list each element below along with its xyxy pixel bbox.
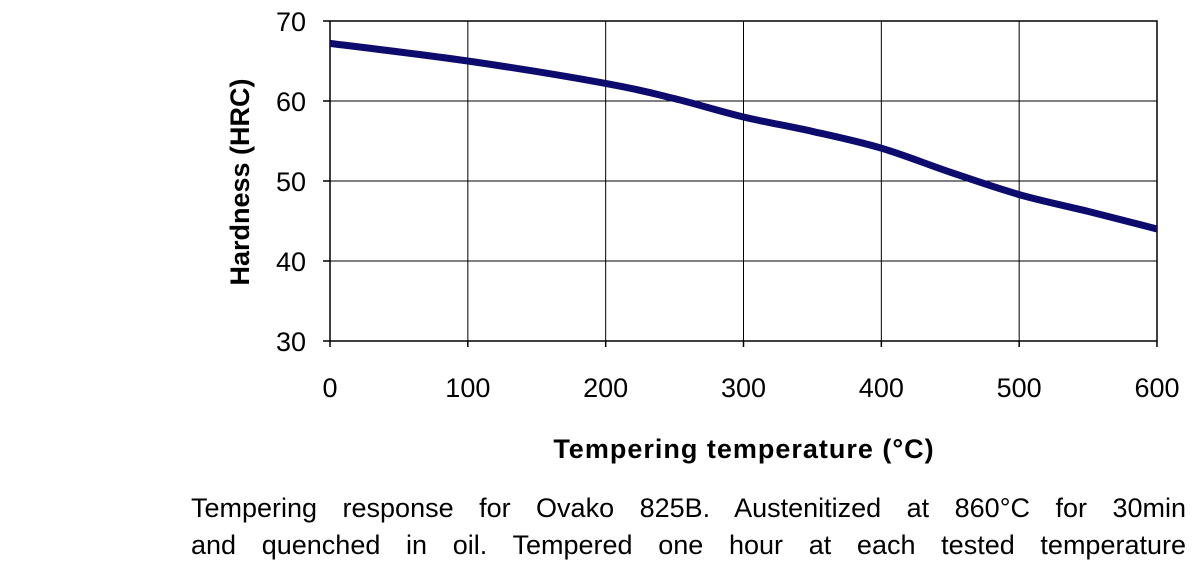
y-axis-title: Hardness (HRC) — [225, 78, 255, 285]
x-tick-label: 600 — [1134, 373, 1179, 403]
x-tick-label: 0 — [322, 373, 337, 403]
axis-ticks — [323, 20, 1158, 347]
caption-line-2: and quenched in oil. Tempered one hour a… — [191, 530, 1186, 560]
tick-labels: 0 100 200 300 400 500 600 30 40 50 60 70 — [276, 7, 1180, 403]
caption-line-1: Tempering response for Ovako 825B. Auste… — [191, 493, 1186, 523]
x-tick-label: 100 — [445, 373, 490, 403]
y-tick-label: 70 — [276, 7, 306, 37]
x-axis-title: Tempering temperature (°C) — [553, 434, 934, 464]
x-tick-label: 300 — [721, 373, 766, 403]
y-tick-label: 40 — [276, 247, 306, 277]
series-line-hardness — [329, 39, 1158, 233]
x-tick-label: 500 — [997, 373, 1042, 403]
figure-caption: Tempering response for Ovako 825B. Auste… — [191, 490, 1186, 564]
grid-lines — [330, 21, 1157, 341]
x-tick-label: 200 — [583, 373, 628, 403]
series-layer — [329, 39, 1158, 233]
x-tick-label: 400 — [859, 373, 904, 403]
y-tick-label: 60 — [276, 87, 306, 117]
y-tick-label: 30 — [276, 327, 306, 357]
y-tick-label: 50 — [276, 167, 306, 197]
